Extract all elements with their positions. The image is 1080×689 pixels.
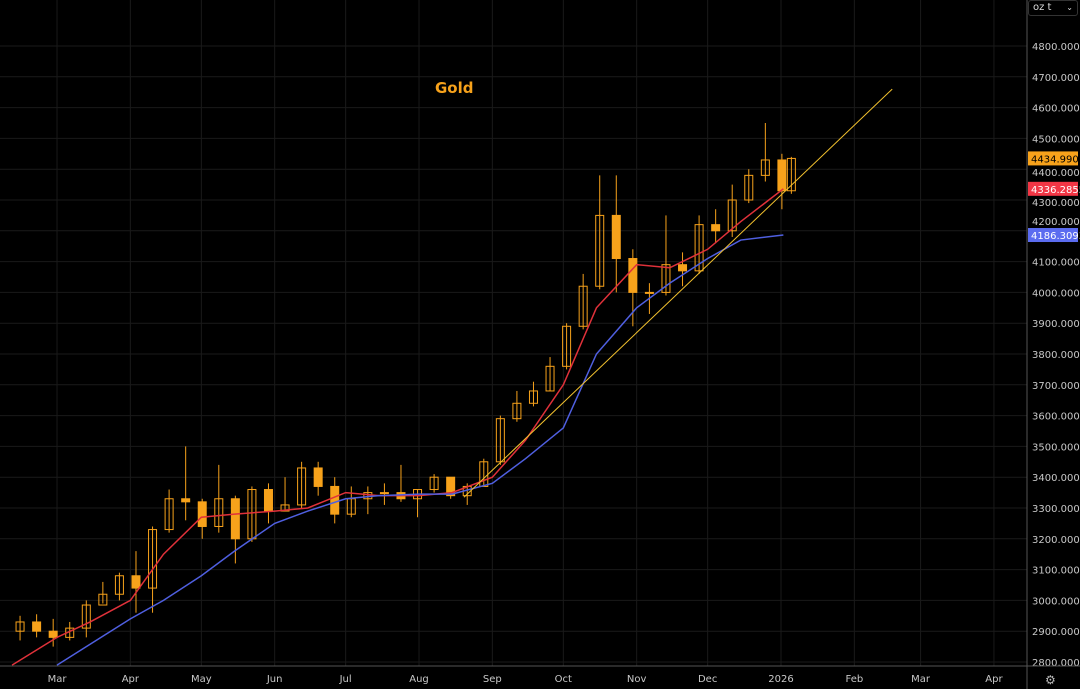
y-tick-label: 3100.0000	[1032, 566, 1080, 577]
candle-body	[15, 621, 25, 632]
unit-value: oz t	[1033, 2, 1052, 13]
y-tick-label: 3500.0000	[1032, 442, 1080, 453]
candle-body	[595, 214, 605, 287]
y-tick-label: 4300.0000	[1032, 198, 1080, 209]
candle-body	[313, 467, 323, 487]
candle-body	[48, 630, 58, 638]
candle-body	[711, 224, 721, 232]
candle-body	[512, 402, 522, 420]
candle-body	[214, 498, 224, 527]
price-label: 4336.2855	[1031, 185, 1080, 196]
candle-body	[32, 621, 42, 632]
candle-body	[297, 467, 307, 506]
unit-selector[interactable]: oz t ⌄	[1028, 0, 1078, 16]
y-tick-label: 3900.0000	[1032, 319, 1080, 330]
y-tick-label: 3800.0000	[1032, 350, 1080, 361]
candle-body	[197, 501, 207, 527]
y-tick-label: 4800.0000	[1032, 42, 1080, 53]
x-tick-label: Mar	[48, 674, 68, 685]
y-tick-label: 3200.0000	[1032, 535, 1080, 546]
price-label: 4434.9900	[1031, 154, 1080, 165]
candle-body	[446, 476, 456, 497]
x-tick-label: Jul	[339, 674, 352, 685]
candle-body	[528, 390, 538, 404]
candle-body	[81, 604, 91, 629]
y-tick-label: 2800.0000	[1032, 658, 1080, 669]
candle-body	[744, 174, 754, 201]
y-tick-label: 4700.0000	[1032, 73, 1080, 84]
candle-body	[98, 593, 108, 606]
chart-title: Gold	[435, 79, 474, 97]
candle-body	[628, 258, 638, 293]
y-tick-label: 4400.0000	[1032, 168, 1080, 179]
moving-average-line-1	[56, 234, 784, 666]
candle-body	[148, 529, 158, 589]
x-tick-label: Feb	[845, 674, 863, 685]
y-tick-label: 4200.0000	[1032, 217, 1080, 228]
y-tick-label: 3400.0000	[1032, 473, 1080, 484]
candle-body	[181, 498, 191, 503]
y-tick-label: 3700.0000	[1032, 381, 1080, 392]
candle-body	[230, 498, 240, 540]
candle-body	[661, 264, 671, 293]
settings-icon[interactable]: ⚙	[1045, 673, 1056, 687]
candle-body	[644, 291, 654, 294]
candle-body	[678, 264, 688, 272]
candle-body	[562, 325, 572, 367]
trendline	[463, 88, 893, 498]
x-tick-label: Sep	[483, 674, 502, 685]
y-tick-label: 4600.0000	[1032, 104, 1080, 115]
candle-body	[429, 476, 439, 491]
candle-body	[330, 485, 340, 515]
candle-body	[114, 575, 124, 595]
candle-body	[694, 224, 704, 272]
candle-body	[280, 504, 290, 512]
x-tick-label: Oct	[555, 674, 572, 685]
candle-body	[545, 365, 555, 392]
x-tick-label: Nov	[627, 674, 647, 685]
candle-body	[786, 157, 796, 192]
candle-body	[578, 285, 588, 327]
y-tick-label: 2900.0000	[1032, 627, 1080, 638]
x-tick-label: 2026	[768, 674, 793, 685]
price-label-bg	[1028, 151, 1078, 166]
moving-average-line-0	[11, 188, 784, 666]
y-tick-label: 4000.0000	[1032, 288, 1080, 299]
candle-body	[727, 199, 737, 232]
y-tick-label: 3000.0000	[1032, 596, 1080, 607]
y-tick-label: 3300.0000	[1032, 504, 1080, 515]
price-label-bg	[1028, 181, 1078, 196]
candle-body	[611, 214, 621, 260]
y-tick-label: 4100.0000	[1032, 258, 1080, 269]
candle-body	[164, 498, 174, 531]
candle-body	[495, 418, 505, 463]
x-tick-label: Apr	[985, 674, 1003, 685]
price-label-bg	[1028, 228, 1078, 243]
x-tick-label: May	[191, 674, 212, 685]
candle-body	[777, 159, 787, 192]
candle-body	[379, 492, 389, 495]
chevron-down-icon: ⌄	[1066, 3, 1073, 12]
x-tick-label: Dec	[698, 674, 717, 685]
y-tick-label: 4500.0000	[1032, 134, 1080, 145]
x-tick-label: Jun	[266, 674, 283, 685]
candle-body	[760, 159, 770, 176]
x-tick-label: Apr	[122, 674, 140, 685]
y-tick-label: 3600.0000	[1032, 412, 1080, 423]
price-label: 4186.3093	[1031, 231, 1080, 242]
candle-body	[263, 489, 273, 512]
x-tick-label: Aug	[409, 674, 429, 685]
x-tick-label: Mar	[911, 674, 931, 685]
candle-body	[131, 575, 141, 589]
